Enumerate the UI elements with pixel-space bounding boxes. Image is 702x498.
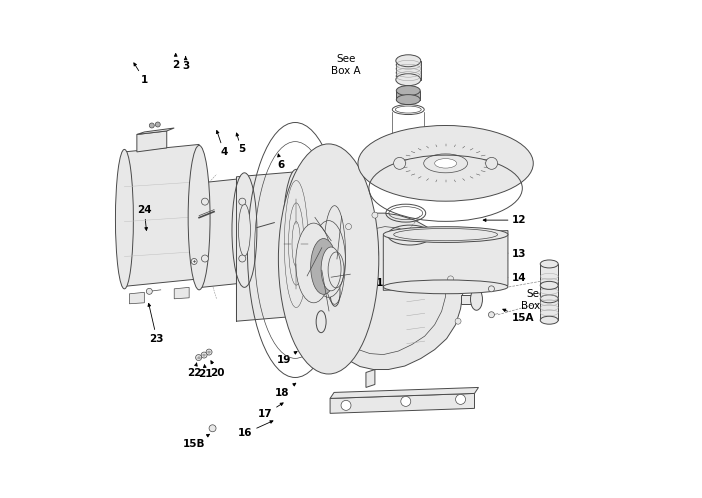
Text: 21: 21 xyxy=(199,365,213,379)
Circle shape xyxy=(206,349,212,355)
Polygon shape xyxy=(541,285,558,320)
Ellipse shape xyxy=(541,281,558,289)
Circle shape xyxy=(489,286,494,292)
Text: 13: 13 xyxy=(469,249,526,259)
Ellipse shape xyxy=(397,95,420,105)
Ellipse shape xyxy=(279,144,379,374)
Text: 7: 7 xyxy=(307,172,315,187)
Circle shape xyxy=(401,396,411,406)
Polygon shape xyxy=(396,61,420,80)
Ellipse shape xyxy=(115,149,133,289)
Text: 15B: 15B xyxy=(183,434,209,449)
Circle shape xyxy=(201,352,207,358)
Text: 5: 5 xyxy=(236,133,245,154)
Polygon shape xyxy=(129,292,145,304)
Ellipse shape xyxy=(330,278,340,306)
Ellipse shape xyxy=(232,173,257,287)
Circle shape xyxy=(489,312,494,318)
Circle shape xyxy=(146,288,152,294)
Text: 18: 18 xyxy=(275,383,296,398)
Circle shape xyxy=(239,255,246,262)
Ellipse shape xyxy=(396,74,420,86)
Ellipse shape xyxy=(321,247,341,291)
Text: 15A: 15A xyxy=(503,309,534,323)
Ellipse shape xyxy=(435,158,456,168)
Ellipse shape xyxy=(358,125,534,201)
Ellipse shape xyxy=(239,204,251,256)
Circle shape xyxy=(150,123,154,128)
Text: 11: 11 xyxy=(370,275,384,288)
Text: 19: 19 xyxy=(277,352,297,365)
Polygon shape xyxy=(366,370,375,387)
Text: 1: 1 xyxy=(134,63,148,85)
Text: 20: 20 xyxy=(211,361,225,377)
Text: 17: 17 xyxy=(258,403,283,419)
Circle shape xyxy=(486,157,498,169)
Ellipse shape xyxy=(316,311,326,333)
Polygon shape xyxy=(137,128,174,134)
Polygon shape xyxy=(335,213,463,370)
Text: 10: 10 xyxy=(366,246,380,259)
Circle shape xyxy=(448,276,453,282)
Polygon shape xyxy=(201,178,249,287)
Text: 23: 23 xyxy=(148,303,164,344)
Text: 6: 6 xyxy=(277,154,285,170)
Circle shape xyxy=(455,318,461,324)
Circle shape xyxy=(394,157,406,169)
Polygon shape xyxy=(321,315,335,329)
Circle shape xyxy=(209,425,216,432)
Text: See
Box A: See Box A xyxy=(331,54,361,76)
Text: 16: 16 xyxy=(238,421,273,438)
Ellipse shape xyxy=(541,295,558,303)
Circle shape xyxy=(155,122,160,127)
Ellipse shape xyxy=(383,280,508,294)
Text: 8B: 8B xyxy=(342,223,357,237)
Ellipse shape xyxy=(396,55,420,67)
Ellipse shape xyxy=(470,288,482,310)
Polygon shape xyxy=(383,231,508,290)
Circle shape xyxy=(372,212,378,218)
Circle shape xyxy=(201,198,208,205)
Ellipse shape xyxy=(296,223,331,303)
Text: 14: 14 xyxy=(464,273,526,283)
Text: 2: 2 xyxy=(172,53,179,70)
Polygon shape xyxy=(330,393,475,413)
Circle shape xyxy=(201,255,208,262)
Ellipse shape xyxy=(397,86,420,96)
Ellipse shape xyxy=(282,169,310,319)
Circle shape xyxy=(191,258,197,264)
Polygon shape xyxy=(237,172,296,321)
Polygon shape xyxy=(397,91,420,100)
Text: 8A: 8A xyxy=(333,203,347,218)
Circle shape xyxy=(341,400,351,410)
Polygon shape xyxy=(461,295,477,304)
Polygon shape xyxy=(330,387,479,398)
Ellipse shape xyxy=(312,221,345,297)
Circle shape xyxy=(239,198,246,205)
Ellipse shape xyxy=(188,145,210,290)
Text: 9: 9 xyxy=(356,230,363,243)
Text: 3: 3 xyxy=(182,56,190,71)
Text: 12: 12 xyxy=(483,215,526,225)
Polygon shape xyxy=(174,287,189,299)
Circle shape xyxy=(196,355,201,361)
Polygon shape xyxy=(124,144,199,286)
Text: 8: 8 xyxy=(326,190,333,204)
Polygon shape xyxy=(137,131,167,152)
Ellipse shape xyxy=(541,316,558,324)
Text: 22: 22 xyxy=(187,363,201,377)
Text: 24: 24 xyxy=(137,205,152,231)
Circle shape xyxy=(456,394,465,404)
Circle shape xyxy=(345,224,352,230)
Ellipse shape xyxy=(383,227,508,243)
Polygon shape xyxy=(541,264,558,299)
Ellipse shape xyxy=(311,239,336,294)
Text: See
Box A: See Box A xyxy=(522,289,551,311)
Text: 4: 4 xyxy=(216,130,227,157)
Ellipse shape xyxy=(541,260,558,268)
